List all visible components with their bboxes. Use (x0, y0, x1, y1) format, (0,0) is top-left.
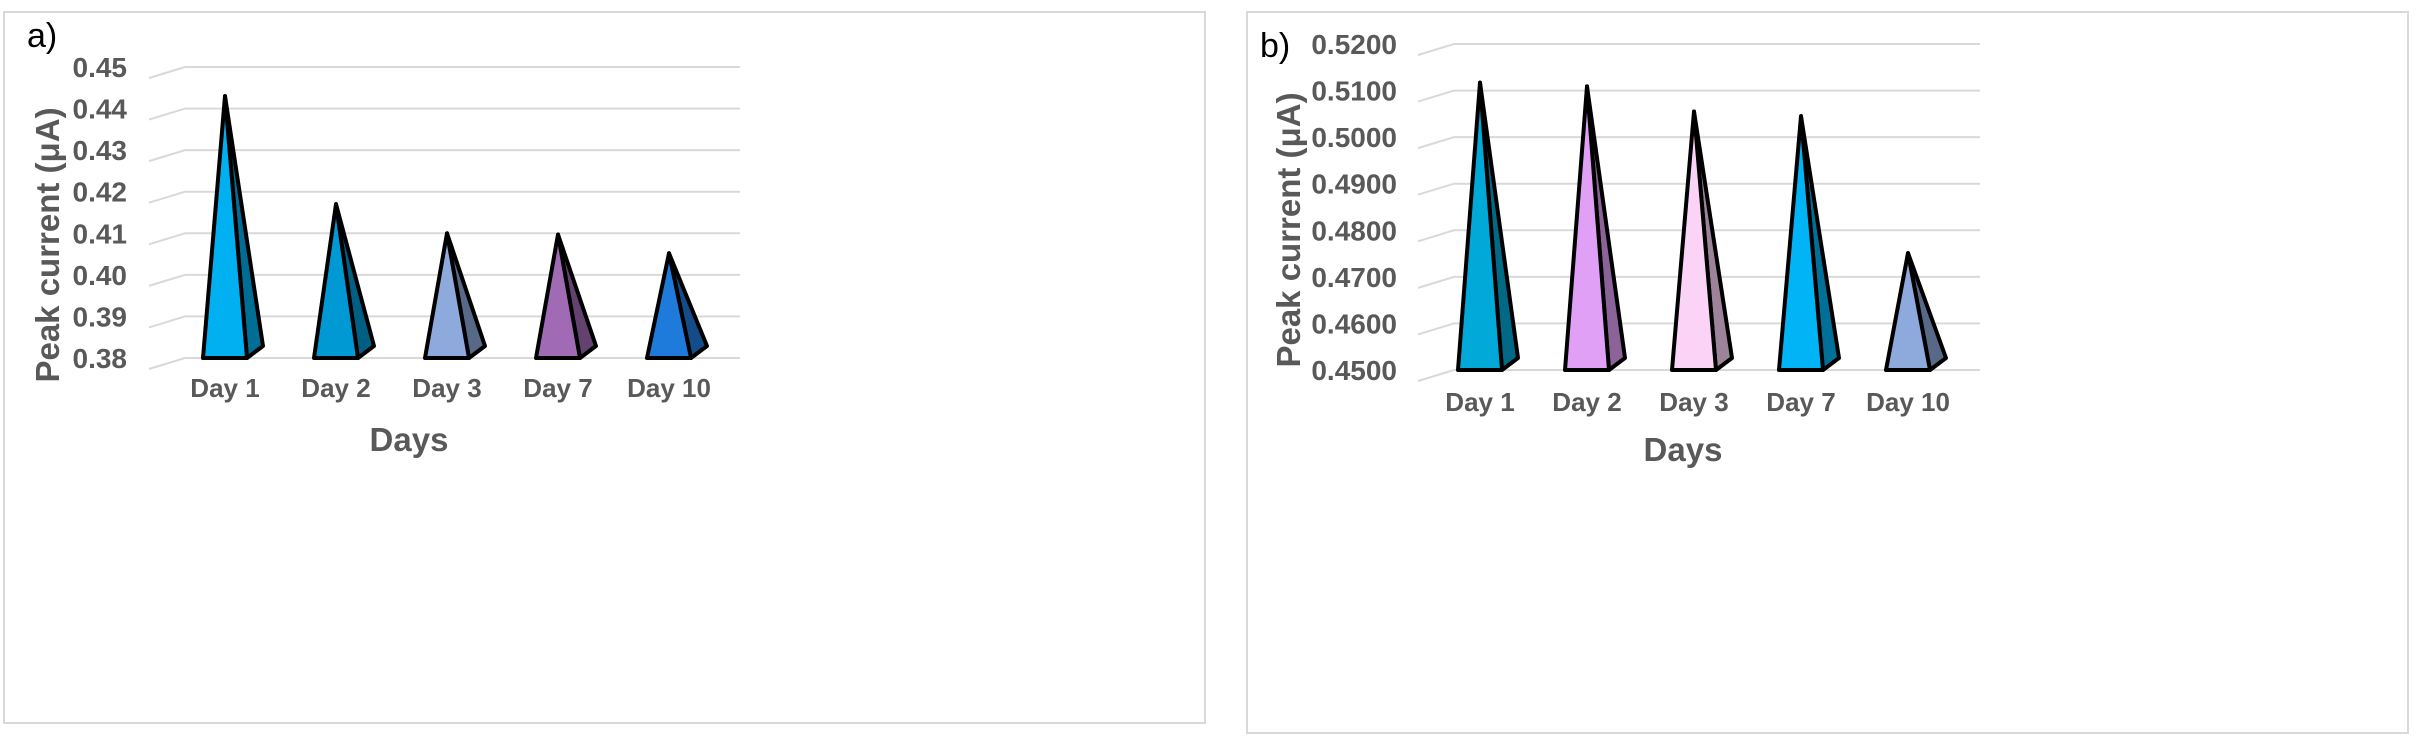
y-tick-label-a-5: 0.43 (73, 135, 128, 166)
chart-a-svg: a) 0.38 0.39 0.40 0.41 0.42 0.43 0.44 0.45 Day 1 D… (27, 17, 740, 458)
chart-panel-b: b) 0.4500 0.4600 0.4700 0.4800 0.4900 0.5000 0.… (1246, 11, 2409, 734)
y-tick-label-a-1: 0.39 (73, 301, 128, 332)
pyramid-bar-a-4 (534, 232, 598, 360)
gridline-a-7 (148, 66, 740, 79)
pyramid-bar-b-1 (1456, 80, 1520, 372)
gridline-a-5 (148, 149, 740, 163)
y-tick-label-b-4: 0.4900 (1311, 169, 1397, 200)
y-tick-label-a-3: 0.41 (73, 218, 128, 249)
pyramid-bar-b-3 (1670, 109, 1734, 372)
pyramid-front-b-2 (1563, 84, 1611, 372)
y-tick-label-a-6: 0.44 (73, 94, 128, 125)
pyramid-bar-b-2 (1563, 84, 1627, 372)
x-tick-label-b-1: Day 1 (1445, 387, 1514, 417)
x-tick-label-a-4: Day 7 (523, 373, 592, 403)
pyramid-front-a-1 (201, 94, 249, 360)
x-axis-title-b: Days (1644, 431, 1723, 468)
y-tick-label-b-6: 0.5100 (1311, 76, 1397, 107)
y-axis-title-a: Peak current (μA) (29, 107, 66, 382)
pyramid-bar-b-4 (1777, 114, 1841, 372)
y-tick-label-b-5: 0.5000 (1311, 122, 1397, 153)
pyramid-bar-a-3 (423, 231, 487, 360)
y-tick-label-a-0: 0.38 (73, 343, 128, 374)
panel-label-b: b) (1260, 27, 1290, 65)
y-tick-label-a-2: 0.40 (73, 260, 128, 291)
x-axis-title-a: Days (370, 421, 449, 458)
pyramid-front-b-4 (1777, 114, 1825, 372)
x-tick-label-b-4: Day 7 (1766, 387, 1835, 417)
y-tick-label-b-3: 0.4800 (1311, 215, 1397, 246)
pyramid-bar-a-2 (312, 202, 376, 360)
panel-label-a: a) (27, 17, 57, 55)
y-tick-label-b-0: 0.4500 (1311, 355, 1397, 386)
x-tick-label-a-1: Day 1 (190, 373, 259, 403)
pyramid-front-b-5 (1884, 251, 1932, 372)
y-tick-label-a-4: 0.42 (73, 177, 128, 208)
y-tick-label-b-7: 0.5200 (1311, 29, 1397, 60)
pyramid-front-b-3 (1670, 109, 1718, 372)
chart-b-svg: b) 0.4500 0.4600 0.4700 0.4800 0.4900 0.5000 0.… (1260, 27, 1980, 468)
gridline-a-3 (148, 232, 740, 246)
pyramid-front-a-2 (312, 202, 360, 360)
gridline-a-4 (148, 190, 740, 204)
y-tick-label-b-2: 0.4700 (1311, 262, 1397, 293)
x-tick-label-a-3: Day 3 (412, 373, 481, 403)
y-tick-label-a-7: 0.45 (73, 52, 128, 83)
pyramid-front-b-1 (1456, 80, 1504, 372)
x-tick-label-b-5: Day 10 (1866, 387, 1950, 417)
pyramid-front-a-3 (423, 231, 471, 360)
gridline-b-7 (1417, 43, 1980, 56)
pyramid-front-a-4 (534, 232, 582, 360)
pyramid-bar-a-1 (201, 94, 265, 360)
pyramid-bar-b-5 (1884, 251, 1948, 372)
pyramid-bar-a-5 (645, 251, 709, 360)
y-axis-title-b: Peak current (μA) (1270, 92, 1307, 367)
x-tick-label-a-2: Day 2 (301, 373, 370, 403)
pyramid-front-a-5 (645, 251, 693, 360)
gridline-b-6 (1417, 89, 1980, 103)
x-tick-label-a-5: Day 10 (627, 373, 711, 403)
gridline-a-6 (148, 107, 740, 121)
chart-panel-a: a) 0.38 0.39 0.40 0.41 0.42 0.43 0.44 0.45 Day 1 D… (3, 11, 1206, 724)
y-tick-label-b-1: 0.4600 (1311, 308, 1397, 339)
x-tick-label-b-3: Day 3 (1659, 387, 1728, 417)
x-tick-label-b-2: Day 2 (1552, 387, 1621, 417)
